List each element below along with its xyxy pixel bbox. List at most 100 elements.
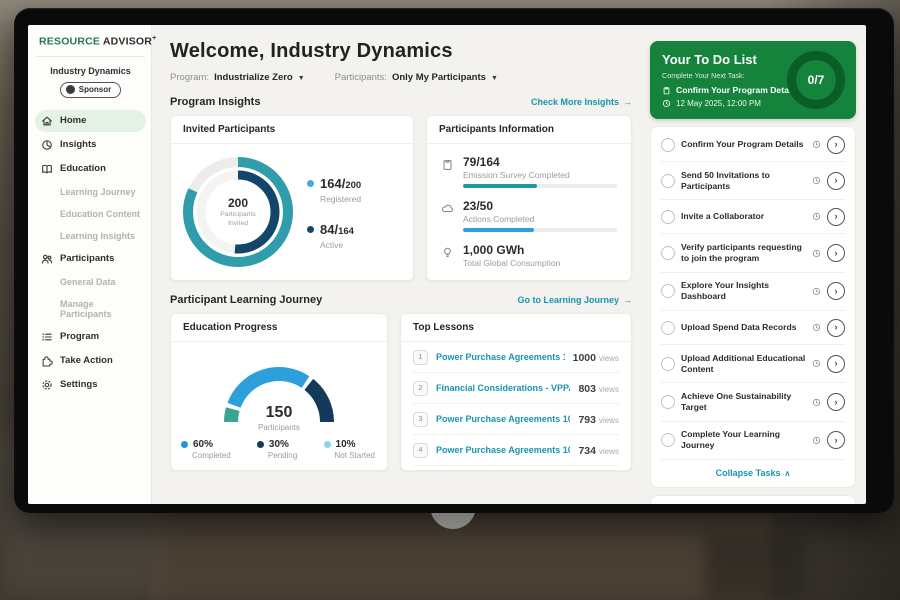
program-filter[interactable]: Program:Industrialize Zero▼ (170, 72, 305, 83)
lesson-views-label: views (599, 385, 619, 394)
main-content: Welcome, Industry Dynamics Program:Indus… (152, 25, 644, 504)
task-open-button[interactable]: › (827, 208, 845, 226)
sidebar-nav-item[interactable]: Education (35, 158, 146, 180)
legend-label: Active (320, 240, 361, 250)
check-more-insights-link[interactable]: Check More Insights → (531, 97, 632, 107)
stat-row: 1,000 GWh Total Global Consumption (441, 243, 617, 272)
task-open-button[interactable]: › (827, 431, 845, 449)
todo-task-list: Confirm Your Program Details › Send 50 I… (650, 126, 856, 488)
logo-primary: RESOURCE (39, 36, 100, 48)
sidebar-nav-item[interactable]: Settings (35, 374, 146, 396)
lesson-views-count: 803 (578, 383, 596, 395)
dashboard-screen: RESOURCE ADVISOR+ Industry Dynamics Spon… (28, 25, 866, 504)
gauge-center-value: 150 (199, 404, 359, 422)
sidebar-nav-item[interactable]: Learning Insights (35, 226, 146, 246)
sidebar-nav-item[interactable]: Learning Journey (35, 182, 146, 202)
stat-icon (441, 158, 454, 171)
task-checkbox[interactable] (661, 284, 675, 298)
task-row[interactable]: Upload Additional Educational Content › (661, 345, 845, 383)
lesson-link[interactable]: Power Purchase Agreements 101 (436, 352, 565, 362)
nav-item-label: Participants (60, 253, 114, 264)
sidebar-nav-item[interactable]: Home (35, 110, 146, 132)
info-card-body: 79/164 Emission Survey Completed (427, 144, 631, 281)
legend-total: 200 (345, 180, 361, 191)
link-label: Go to Learning Journey (517, 295, 619, 305)
task-row[interactable]: Confirm Your Program Details › (661, 128, 845, 162)
nav-item-icon (41, 379, 53, 391)
task-label: Achieve One Sustainability Target (681, 391, 806, 413)
invited-card-body: 200 Participants Invited 164/200 (171, 144, 413, 280)
task-checkbox[interactable] (661, 395, 675, 409)
lesson-views-count: 1000 (573, 352, 596, 364)
task-checkbox[interactable] (661, 357, 675, 371)
task-row[interactable]: Explore Your Insights Dashboard › (661, 273, 845, 311)
task-open-button[interactable]: › (827, 355, 845, 373)
task-label: Upload Additional Educational Content (681, 353, 806, 375)
lesson-row: 1 Power Purchase Agreements 101 1000view… (413, 342, 619, 373)
sidebar-nav-item[interactable]: Education Content (35, 204, 146, 224)
lesson-row: 5 Power Purchase Agreements 103 600views (413, 466, 619, 471)
lesson-link[interactable]: Power Purchase Agreements 102 (436, 445, 570, 455)
stat-value: 1,000 GWh (463, 243, 617, 257)
stat-label: Emission Survey Completed (463, 170, 617, 180)
nav-item-label: Program (60, 331, 99, 342)
task-open-button[interactable]: › (827, 282, 845, 300)
link-label: Check More Insights (531, 97, 619, 107)
sponsor-badge[interactable]: Sponsor (60, 82, 121, 98)
legend-entry: 60% Completed (181, 439, 231, 460)
sidebar-nav-item[interactable]: General Data (35, 272, 146, 292)
task-open-button[interactable]: › (827, 172, 845, 190)
sidebar-nav-item[interactable]: Manage Participants (35, 294, 146, 324)
progress-bar-fill (463, 228, 534, 232)
nav-item-label: Take Action (60, 355, 113, 366)
photo-scene: RESOURCE ADVISOR+ Industry Dynamics Spon… (0, 0, 900, 600)
sidebar-nav-item[interactable]: Participants (35, 248, 146, 270)
task-checkbox[interactable] (661, 321, 675, 335)
sidebar-nav-item[interactable]: Insights (35, 134, 146, 156)
logo-secondary: ADVISOR (103, 36, 152, 48)
todo-next-task-label: Confirm Your Program Details (676, 85, 798, 95)
insights-cards: Invited Participants 200 (170, 115, 632, 281)
stat-icon (441, 246, 454, 259)
card-title: Participants Information (427, 116, 631, 144)
task-checkbox[interactable] (661, 138, 675, 152)
task-open-button[interactable]: › (827, 136, 845, 154)
lesson-link[interactable]: Financial Considerations - VPPAs (436, 383, 570, 393)
task-checkbox[interactable] (661, 246, 675, 260)
task-checkbox[interactable] (661, 210, 675, 224)
task-open-button[interactable]: › (827, 244, 845, 262)
lesson-link[interactable]: Power Purchase Agreements 101 (436, 414, 570, 424)
task-row[interactable]: Upload Spend Data Records › (661, 311, 845, 345)
education-gauge-chart: 150 Participants (199, 352, 359, 432)
task-row[interactable]: Achieve One Sustainability Target › (661, 383, 845, 421)
donut-center-label: Participants Invited (212, 211, 264, 228)
nav-item-label: Learning Journey (60, 187, 136, 197)
task-label: Send 50 Invitations to Participants (681, 170, 806, 192)
sidebar-nav-item[interactable]: Take Action (35, 350, 146, 372)
task-row[interactable]: Verify participants requesting to join t… (661, 234, 845, 272)
task-checkbox[interactable] (661, 174, 675, 188)
education-progress-card: Education Progress 150 Participants (170, 313, 388, 471)
task-row[interactable]: Send 50 Invitations to Participants › (661, 162, 845, 200)
task-open-button[interactable]: › (827, 319, 845, 337)
nav-item-label: Education Content (60, 209, 140, 219)
progress-bar-fill (463, 184, 537, 188)
collapse-tasks-link[interactable]: Collapse Tasks∧ (661, 460, 845, 485)
participants-filter-label: Participants: (335, 72, 387, 83)
go-to-learning-journey-link[interactable]: Go to Learning Journey → (517, 295, 632, 305)
task-checkbox[interactable] (661, 433, 675, 447)
card-title: Top Lessons (401, 314, 631, 342)
monitor-bezel: RESOURCE ADVISOR+ Industry Dynamics Spon… (14, 8, 894, 513)
task-row[interactable]: Complete Your Learning Journey › (661, 422, 845, 460)
clipboard-icon (662, 86, 671, 95)
task-open-button[interactable]: › (827, 393, 845, 411)
invited-participants-card: Invited Participants 200 (170, 115, 414, 281)
task-row[interactable]: Invite a Collaborator › (661, 200, 845, 234)
clock-icon (812, 398, 821, 407)
sponsor-badge-icon (66, 85, 75, 94)
todo-summary-card: Your To Do List Complete Your Next Task:… (650, 41, 856, 119)
participants-filter[interactable]: Participants:Only My Participants▼ (335, 72, 498, 83)
sidebar-nav-item[interactable]: Program (35, 326, 146, 348)
nav-item-label: Insights (60, 139, 96, 150)
gauge-segment (234, 374, 306, 405)
